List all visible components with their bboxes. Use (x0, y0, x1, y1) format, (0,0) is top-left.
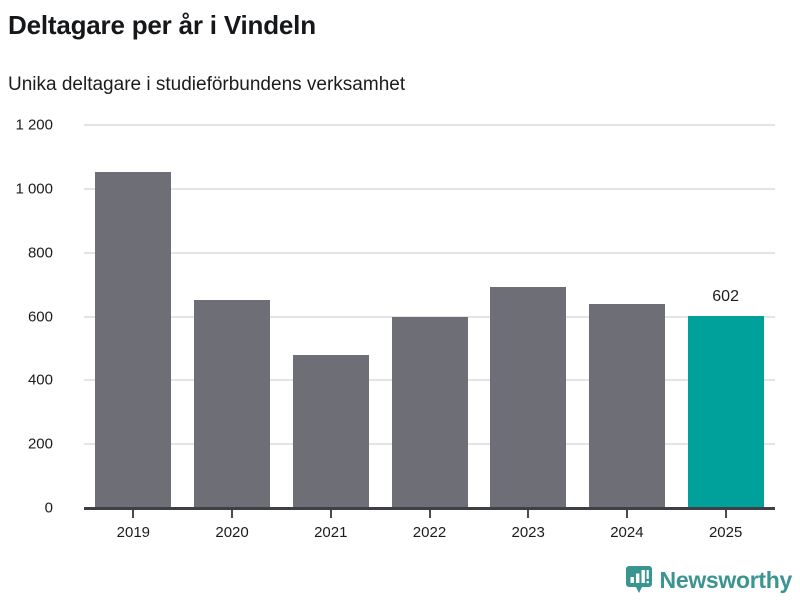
x-axis-tick-2025 (724, 510, 727, 518)
y-axis-tick-label: 1 000 (15, 180, 53, 198)
y-axis-tick-label: 200 (27, 435, 53, 453)
y-axis-tick-label: 800 (27, 244, 53, 262)
x-axis-label-2021: 2021 (314, 524, 348, 541)
bar-2021[interactable] (292, 354, 369, 508)
x-axis-label-2020: 2020 (215, 524, 249, 541)
chart-subtitle: Unika deltagare i studieförbundens verks… (8, 74, 406, 95)
bar-2024[interactable] (588, 304, 665, 508)
bar-2020[interactable] (194, 299, 271, 508)
bar-2019[interactable] (95, 172, 172, 508)
x-axis-tick-2021 (329, 510, 332, 518)
x-axis-label-2025: 2025 (708, 524, 743, 541)
gridline (84, 187, 775, 190)
chart-title: Deltagare per år i Vindeln (8, 10, 316, 40)
gridline (84, 315, 775, 318)
x-axis-label-2024: 2024 (610, 524, 644, 541)
y-axis-tick-label: 400 (27, 371, 53, 389)
x-axis-label-2019: 2019 (116, 524, 151, 541)
brand-name: Newsworthy (659, 566, 793, 593)
bar-2025[interactable] (687, 315, 764, 508)
bar-2023[interactable] (490, 286, 567, 508)
x-axis-line (84, 507, 775, 510)
gridline (84, 124, 775, 126)
y-axis-tick-label: 1 200 (15, 116, 53, 134)
bar-value-label-2025: 602 (712, 287, 739, 305)
gridline (84, 251, 775, 254)
x-axis-tick-2019 (132, 510, 135, 518)
x-axis-tick-2023 (527, 510, 530, 518)
x-axis-tick-2020 (231, 510, 234, 518)
newsworthy-logo: Newsworthy (625, 566, 793, 594)
y-axis-tick-label: 0 (44, 499, 53, 517)
x-axis-tick-2024 (625, 510, 628, 518)
bar-chart-speech-bubble-icon (625, 566, 652, 593)
x-axis-tick-2022 (428, 510, 431, 518)
y-axis-tick-label: 600 (27, 308, 53, 325)
x-axis-label-2022: 2022 (412, 524, 447, 541)
plot-area: 0 200 400 600 800 1 000 1 200 602 (15, 117, 775, 517)
bar-2022[interactable] (391, 317, 468, 508)
x-axis-label-2023: 2023 (511, 524, 545, 541)
